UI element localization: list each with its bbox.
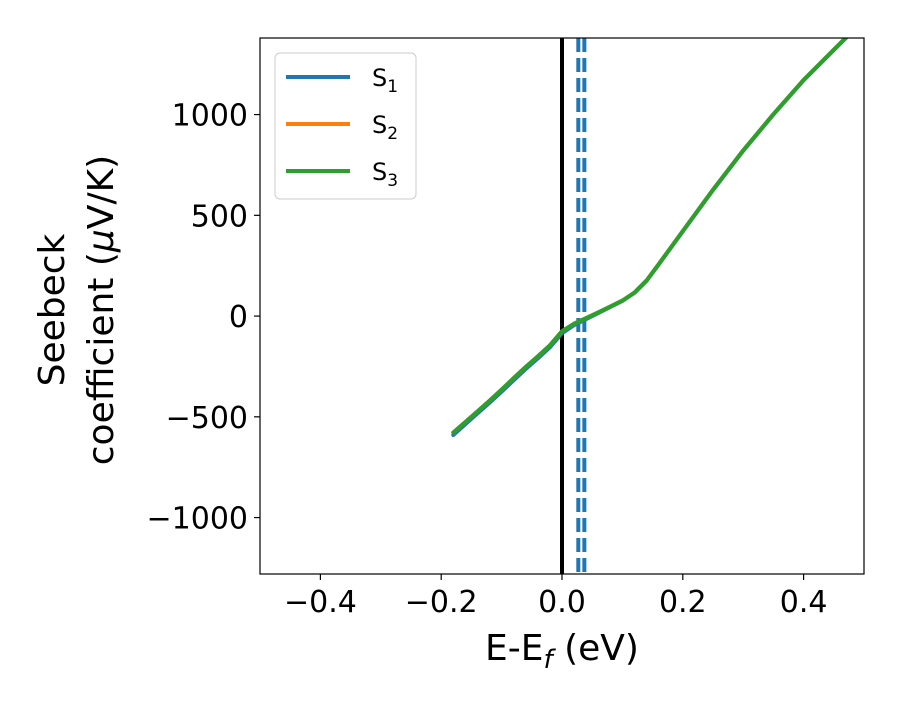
y-axis-label: Seebeck coefficient (μV/K) <box>32 155 122 465</box>
legend-label-s2: S2 <box>372 111 398 144</box>
y-tick-label: 0 <box>229 300 248 335</box>
legend-label-s1: S1 <box>372 64 398 97</box>
x-tick-label: 0.4 <box>780 585 828 620</box>
y-tick-label: 500 <box>191 199 248 234</box>
x-axis-label: E-Ef (eV) <box>485 628 639 675</box>
x-tick-label: 0.0 <box>538 585 586 620</box>
y-tick-label: −1000 <box>147 502 248 537</box>
x-tick-label: 0.2 <box>659 585 707 620</box>
y-axis-label-line1: Seebeck <box>32 233 73 386</box>
series-lines <box>451 38 849 437</box>
x-tick-label: −0.4 <box>284 585 357 620</box>
y-axis-label-line2: coefficient (μV/K) <box>81 155 122 465</box>
y-tick-label: −500 <box>166 401 248 436</box>
x-axis-ticks: −0.4 −0.2 0.0 0.2 0.4 <box>284 574 827 620</box>
dashed-lines <box>576 38 587 574</box>
series-line-s3 <box>451 38 849 435</box>
y-tick-label: 1000 <box>172 99 248 134</box>
y-axis-ticks: −1000 −500 0 500 1000 <box>147 99 260 537</box>
legend-label-s3: S3 <box>372 158 398 191</box>
legend: S1 S2 S3 <box>274 52 417 200</box>
x-tick-label: −0.2 <box>405 585 478 620</box>
plot-content <box>451 38 849 574</box>
